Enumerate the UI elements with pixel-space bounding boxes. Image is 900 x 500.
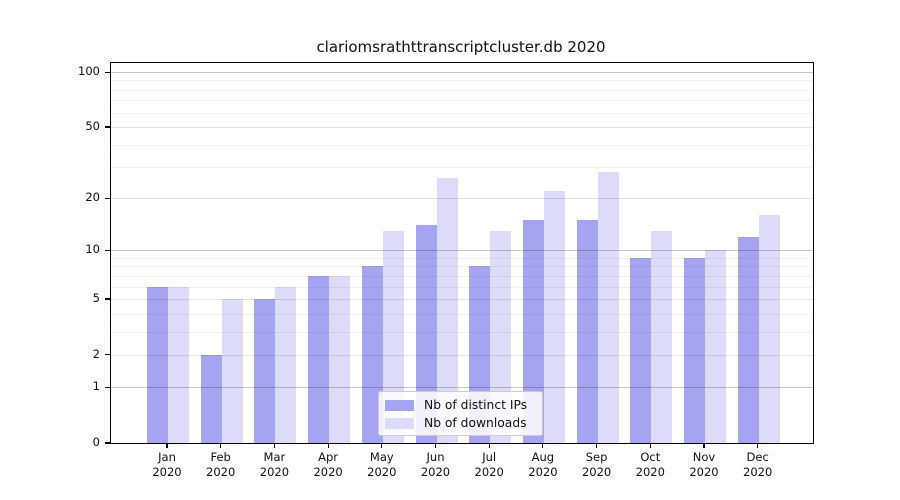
- gridline-y-5: [111, 299, 813, 300]
- bar-jul-downloads: [490, 230, 512, 443]
- bar-aug-downloads: [543, 191, 565, 443]
- gridline-y-100: [111, 72, 813, 74]
- x-tick-mark-mar: [273, 443, 275, 448]
- y-tick-label-20: 20: [85, 190, 100, 205]
- y-tick-mark-0: [105, 442, 110, 444]
- x-tick-label-jan: Jan 2020: [152, 450, 182, 479]
- legend-item-distinct-ips: Nb of distinct IPs: [385, 397, 542, 413]
- x-tick-label-feb: Feb 2020: [206, 450, 236, 479]
- gridline-y-90: [111, 80, 813, 82]
- bar-dec-downloads: [758, 215, 780, 443]
- x-tick-label-dec: Dec 2020: [743, 450, 773, 479]
- legend-label-distinct-ips: Nb of distinct IPs: [424, 398, 528, 412]
- bar-feb-downloads: [221, 299, 243, 443]
- bar-aug-ips: [522, 220, 544, 443]
- y-tick-label-10: 10: [85, 242, 100, 257]
- x-tick-mark-apr: [327, 443, 329, 448]
- gridline-y-6: [111, 286, 813, 288]
- x-tick-mark-nov: [703, 443, 705, 448]
- bar-feb-ips: [200, 354, 222, 443]
- y-tick-mark-5: [105, 298, 110, 300]
- y-tick-label-50: 50: [85, 119, 100, 134]
- x-tick-label-apr: Apr 2020: [313, 450, 343, 479]
- legend-swatch-downloads: [385, 417, 414, 429]
- x-tick-mark-jan: [166, 443, 168, 448]
- bar-nov-ips: [684, 257, 705, 443]
- y-tick-mark-100: [105, 71, 110, 73]
- bar-oct-downloads: [651, 230, 673, 443]
- x-tick-mark-jul: [488, 443, 490, 448]
- bar-dec-ips: [737, 236, 759, 443]
- legend-item-downloads: Nb of downloads: [385, 415, 542, 431]
- y-tick-mark-20: [105, 197, 110, 199]
- y-tick-mark-50: [105, 126, 110, 128]
- y-tick-label-1: 1: [92, 379, 100, 394]
- x-tick-mark-jun: [434, 443, 437, 448]
- gridline-y-3: [111, 331, 813, 333]
- gridline-y-80: [111, 89, 813, 91]
- y-tick-mark-10: [105, 249, 110, 251]
- bar-apr-downloads: [329, 275, 351, 443]
- x-tick-mark-may: [381, 443, 383, 448]
- bar-sep-downloads: [597, 172, 619, 443]
- y-tick-mark-1: [105, 386, 110, 388]
- x-tick-label-jun: Jun 2020: [420, 450, 451, 479]
- x-tick-mark-feb: [220, 443, 222, 448]
- legend: Nb of distinct IPs Nb of downloads: [378, 391, 543, 436]
- chart-title: clariomsrathttranscriptcluster.db 2020: [316, 38, 606, 56]
- x-tick-mark-sep: [596, 443, 598, 448]
- x-tick-label-sep: Sep 2020: [581, 450, 612, 479]
- x-tick-label-mar: Mar 2020: [259, 450, 290, 479]
- y-tick-label-100: 100: [78, 64, 100, 79]
- gridline-y-40: [111, 144, 813, 146]
- legend-label-downloads: Nb of downloads: [424, 416, 527, 430]
- x-tick-label-oct: Oct 2020: [635, 450, 665, 479]
- bar-jan-downloads: [168, 286, 189, 443]
- x-tick-mark-dec: [757, 443, 759, 448]
- x-tick-label-nov: Nov 2020: [689, 450, 719, 479]
- gridline-y-8: [111, 266, 813, 268]
- y-axis: 0 1 2 5 10 20 50 100: [0, 62, 110, 449]
- bar-may-downloads: [382, 230, 404, 443]
- x-tick-mark-aug: [542, 443, 544, 448]
- y-tick-mark-2: [105, 354, 110, 356]
- bar-mar-ips: [254, 299, 276, 443]
- x-tick-label-may: May 2020: [367, 450, 397, 479]
- plot-area: [105, 62, 814, 444]
- gridline-y-20: [111, 198, 813, 200]
- x-tick-label-aug: Aug 2020: [528, 450, 558, 479]
- gridline-y-2: [111, 354, 813, 356]
- bar-jan-ips: [147, 286, 168, 443]
- bar-oct-ips: [630, 257, 652, 443]
- gridline-y-30: [111, 167, 813, 169]
- gridline-y-10: [111, 250, 813, 252]
- y-tick-label-2: 2: [92, 346, 100, 361]
- bar-apr-ips: [308, 275, 330, 443]
- gridline-y-70: [111, 100, 813, 102]
- y-tick-label-0: 0: [92, 435, 100, 449]
- gridline-y-7: [111, 275, 813, 277]
- x-tick-label-jul: Jul 2020: [474, 450, 504, 479]
- bar-sep-ips: [576, 220, 598, 443]
- legend-swatch-distinct-ips: [385, 399, 414, 411]
- gridline-y-9: [111, 257, 813, 259]
- bar-nov-downloads: [705, 250, 726, 443]
- gridline-y-1: [111, 387, 813, 389]
- gridline-y-60: [111, 112, 813, 114]
- y-tick-label-5: 5: [92, 291, 100, 305]
- gridline-y-4: [111, 313, 813, 315]
- bar-jun-downloads: [436, 178, 458, 443]
- x-tick-mark-oct: [649, 443, 651, 448]
- bar-may-ips: [361, 266, 383, 443]
- gridline-y-50: [111, 127, 813, 129]
- bar-mar-downloads: [275, 286, 297, 443]
- bar-jun-ips: [415, 225, 437, 443]
